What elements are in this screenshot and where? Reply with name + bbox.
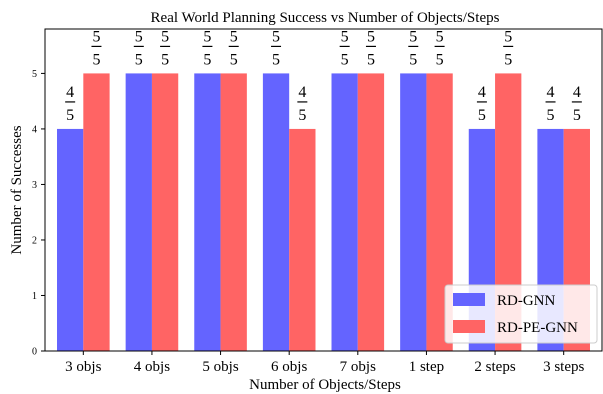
y-tick-label: 3	[32, 180, 37, 191]
value-label-denominator: 5	[573, 107, 581, 124]
value-label-denominator: 5	[504, 51, 512, 68]
value-label-rd-pe-gnn-4: 55	[365, 28, 376, 68]
value-label-rd-gnn-7: 45	[545, 84, 556, 124]
legend: RD-GNN RD-PE-GNN	[444, 284, 598, 344]
value-label-denominator: 5	[203, 51, 211, 68]
value-label-numerator: 5	[341, 28, 349, 45]
value-label-rd-pe-gnn-2: 55	[228, 28, 239, 68]
value-label-numerator: 5	[367, 28, 375, 45]
x-tick-label: 3 steps	[543, 359, 584, 375]
legend-label-rd-pe-gnn: RD-PE-GNN	[497, 320, 578, 336]
value-label-numerator: 4	[478, 84, 486, 101]
value-label-denominator: 5	[341, 51, 349, 68]
bar-rd-gnn-4	[331, 73, 358, 351]
value-label-rd-gnn-5: 55	[408, 28, 419, 68]
bar-rd-gnn-2	[194, 73, 221, 351]
value-label-denominator: 5	[230, 51, 238, 68]
value-label-numerator: 5	[436, 28, 444, 45]
x-tick-label: 3 objs	[65, 359, 101, 375]
value-label-rd-gnn-0: 45	[65, 84, 76, 124]
bar-rd-pe-gnn-1	[151, 73, 179, 351]
y-tick-label: 1	[32, 291, 37, 302]
value-label-numerator: 4	[66, 84, 74, 101]
value-label-rd-gnn-6: 45	[476, 84, 487, 124]
bar-rd-gnn-0	[57, 128, 84, 351]
value-label-rd-pe-gnn-6: 55	[503, 28, 514, 68]
value-label-denominator: 5	[298, 107, 306, 124]
x-tick-label: 1 step	[409, 359, 444, 375]
bar-rd-pe-gnn-3	[289, 128, 316, 351]
value-label-denominator: 5	[367, 51, 375, 68]
value-label-denominator: 5	[272, 51, 280, 68]
value-label-denominator: 5	[92, 51, 100, 68]
legend-swatch-rd-gnn	[453, 293, 485, 306]
y-tick-label: 0	[32, 347, 37, 358]
value-label-rd-pe-gnn-1: 55	[160, 28, 171, 68]
value-label-rd-pe-gnn-3: 45	[297, 84, 308, 124]
value-label-denominator: 5	[436, 51, 444, 68]
value-label-denominator: 5	[135, 51, 143, 68]
value-label-numerator: 4	[547, 84, 555, 101]
value-label-rd-gnn-1: 55	[133, 28, 144, 68]
legend-swatch-rd-pe-gnn	[453, 320, 485, 333]
value-label-numerator: 5	[409, 28, 417, 45]
value-label-denominator: 5	[409, 51, 417, 68]
x-axis-label: Number of Objects/Steps	[249, 377, 401, 393]
value-label-numerator: 5	[504, 28, 512, 45]
x-tick-label: 5 objs	[202, 359, 238, 375]
x-tick-label: 4 objs	[134, 359, 170, 375]
value-label-numerator: 4	[573, 84, 581, 101]
y-tick-label: 4	[32, 124, 37, 135]
value-label-denominator: 5	[66, 107, 74, 124]
value-label-denominator: 5	[478, 107, 486, 124]
value-label-numerator: 5	[272, 28, 280, 45]
x-axis: 3 objs 4 objs 5 objs 6 objs 7 objs 1 step 2 st…	[65, 351, 584, 375]
x-tick-label: 6 objs	[271, 359, 307, 375]
value-label-rd-gnn-4: 55	[339, 28, 350, 68]
bar-rd-pe-gnn-2	[220, 73, 247, 351]
y-tick-label: 5	[32, 69, 37, 80]
bar-rd-pe-gnn-4	[357, 73, 385, 351]
legend-label-rd-gnn: RD-GNN	[497, 293, 555, 309]
x-tick-label: 7 objs	[340, 359, 376, 375]
x-tick-label: 2 steps	[474, 359, 515, 375]
value-label-numerator: 4	[298, 84, 306, 101]
value-label-rd-pe-gnn-0: 55	[91, 28, 102, 68]
value-label-numerator: 5	[135, 28, 143, 45]
value-label-rd-gnn-2: 55	[202, 28, 213, 68]
value-label-rd-pe-gnn-5: 55	[434, 28, 445, 68]
bar-rd-pe-gnn-0	[83, 73, 110, 351]
value-label-numerator: 5	[230, 28, 238, 45]
plot-frame	[44, 28, 603, 352]
value-label-numerator: 5	[203, 28, 211, 45]
bar-rd-gnn-3	[262, 73, 290, 351]
y-axis: 0 1 2 3 4 5	[32, 69, 45, 358]
value-label-rd-gnn-3: 55	[271, 28, 282, 68]
bar-rd-gnn-1	[125, 73, 152, 351]
value-label-numerator: 5	[161, 28, 169, 45]
value-label-denominator: 5	[161, 51, 169, 68]
chart-title: Real World Planning Success vs Number of…	[151, 10, 500, 26]
value-label-numerator: 5	[92, 28, 100, 45]
y-axis-label: Number of Successes	[9, 125, 25, 254]
value-label-rd-pe-gnn-7: 45	[571, 84, 582, 124]
y-tick-label: 2	[32, 235, 37, 246]
bar-rd-gnn-5	[400, 73, 427, 351]
value-label-denominator: 5	[547, 107, 555, 124]
